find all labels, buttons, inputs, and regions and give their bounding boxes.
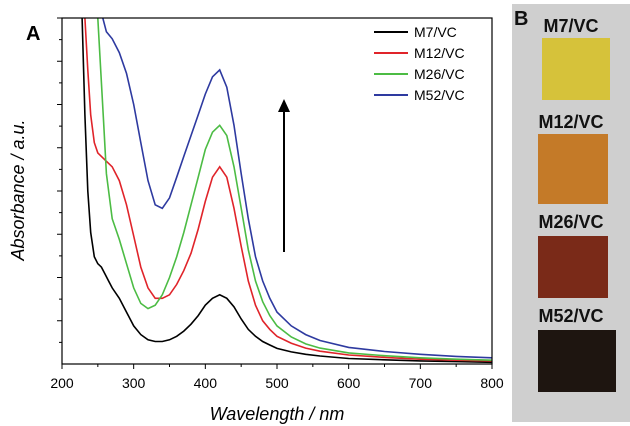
sample-photos-panel: B M7/VC M12/VC M26/VC M52/VC [512, 4, 630, 422]
series-lines [81, 18, 492, 364]
series-line-m26-vc [97, 18, 492, 361]
sample-swatch-m26 [538, 236, 608, 298]
panel-label-a: A [26, 23, 40, 45]
legend-label-m52-vc: M52/VC [414, 87, 465, 103]
x-axis-title: Wavelength / nm [210, 404, 345, 424]
legend: M7/VC M12/VC M26/VC M52/VC [374, 24, 465, 103]
legend-label-m12-vc: M12/VC [414, 45, 465, 61]
y-axis-ticks [57, 17, 62, 343]
legend-label-m26-vc: M26/VC [414, 66, 465, 82]
x-tick-label-500: 500 [265, 375, 289, 391]
sample-label-m7: M7/VC [543, 16, 599, 36]
panel-label-b: B [514, 8, 529, 30]
y-axis-title: Absorbance / a.u. [8, 119, 28, 261]
legend-label-m7-vc: M7/VC [414, 24, 457, 40]
sample-label-m52: M52/VC [538, 306, 604, 326]
absorbance-chart: A 200 300 400 500 600 700 800 Wavelength / nm … [8, 17, 504, 424]
sample-swatch-m7 [542, 38, 610, 100]
series-line-m7-vc [81, 18, 492, 364]
x-tick-label-800: 800 [480, 375, 504, 391]
series-line-m12-vc [84, 18, 492, 362]
sample-label-m26: M26/VC [538, 212, 604, 232]
x-axis-ticks: 200 300 400 500 600 700 800 [50, 364, 504, 391]
x-tick-label-300: 300 [122, 375, 146, 391]
sample-swatch-m52 [538, 330, 616, 392]
sample-swatch-m12 [538, 134, 608, 204]
increase-arrow [278, 99, 290, 252]
x-tick-label-400: 400 [194, 375, 218, 391]
x-tick-label-700: 700 [409, 375, 433, 391]
x-tick-label-200: 200 [50, 375, 74, 391]
x-tick-label-600: 600 [337, 375, 361, 391]
sample-label-m12: M12/VC [538, 112, 604, 132]
series-line-m52-vc [102, 18, 492, 359]
